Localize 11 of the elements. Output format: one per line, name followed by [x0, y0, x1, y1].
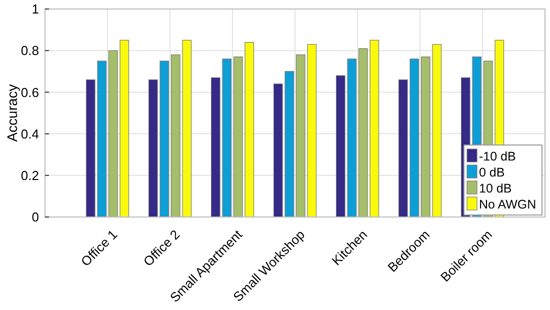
- legend-label: 0 dB: [479, 165, 505, 180]
- legend-label: 10 dB: [479, 181, 512, 196]
- legend-label: No AWGN: [479, 197, 536, 212]
- y-tick-label: 1: [32, 2, 39, 17]
- legend-label: -10 dB: [479, 149, 516, 164]
- y-tick-label: 0: [32, 210, 39, 225]
- y-tick-label: 0.6: [20, 84, 39, 100]
- y-tick-label: 0.2: [20, 168, 39, 183]
- y-axis-title: Accuracy: [4, 84, 20, 142]
- y-tick-label: 0.8: [20, 43, 39, 58]
- y-tick-label: 0.4: [20, 126, 39, 142]
